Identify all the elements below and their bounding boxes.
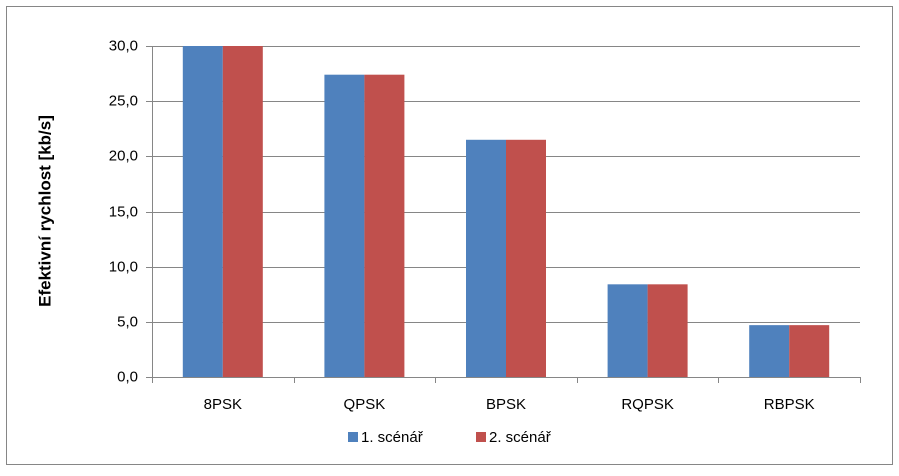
bar (182, 46, 223, 377)
y-tick-label: 15,0 (109, 203, 138, 220)
y-axis-label: Efektivní rychlost [kb/s] (35, 115, 54, 307)
bar (749, 325, 790, 377)
y-tick-label: 10,0 (109, 258, 138, 275)
legend-swatch (348, 432, 358, 442)
bar (364, 74, 405, 377)
bar (607, 284, 648, 377)
x-tick-label: QPSK (344, 396, 386, 413)
bar (466, 139, 506, 377)
y-tick-label: 20,0 (109, 147, 138, 164)
bar (222, 46, 263, 377)
legend-label: 2. scénář (489, 429, 552, 446)
y-tick-label: 30,0 (109, 37, 138, 54)
x-tick-label: RBPSK (764, 396, 815, 413)
y-tick-label: 25,0 (109, 92, 138, 109)
bar (506, 139, 546, 377)
legend-swatch (476, 432, 486, 442)
legend-label: 1. scénář (361, 429, 424, 446)
bar (324, 74, 365, 377)
x-tick-label: RQPSK (621, 396, 674, 413)
chart-frame (6, 6, 893, 465)
bar (789, 325, 830, 377)
x-tick-label: BPSK (486, 396, 526, 413)
bar (647, 284, 688, 377)
y-tick-label: 5,0 (117, 313, 138, 330)
x-tick-label: 8PSK (204, 396, 242, 413)
y-tick-label: 0,0 (117, 368, 138, 385)
